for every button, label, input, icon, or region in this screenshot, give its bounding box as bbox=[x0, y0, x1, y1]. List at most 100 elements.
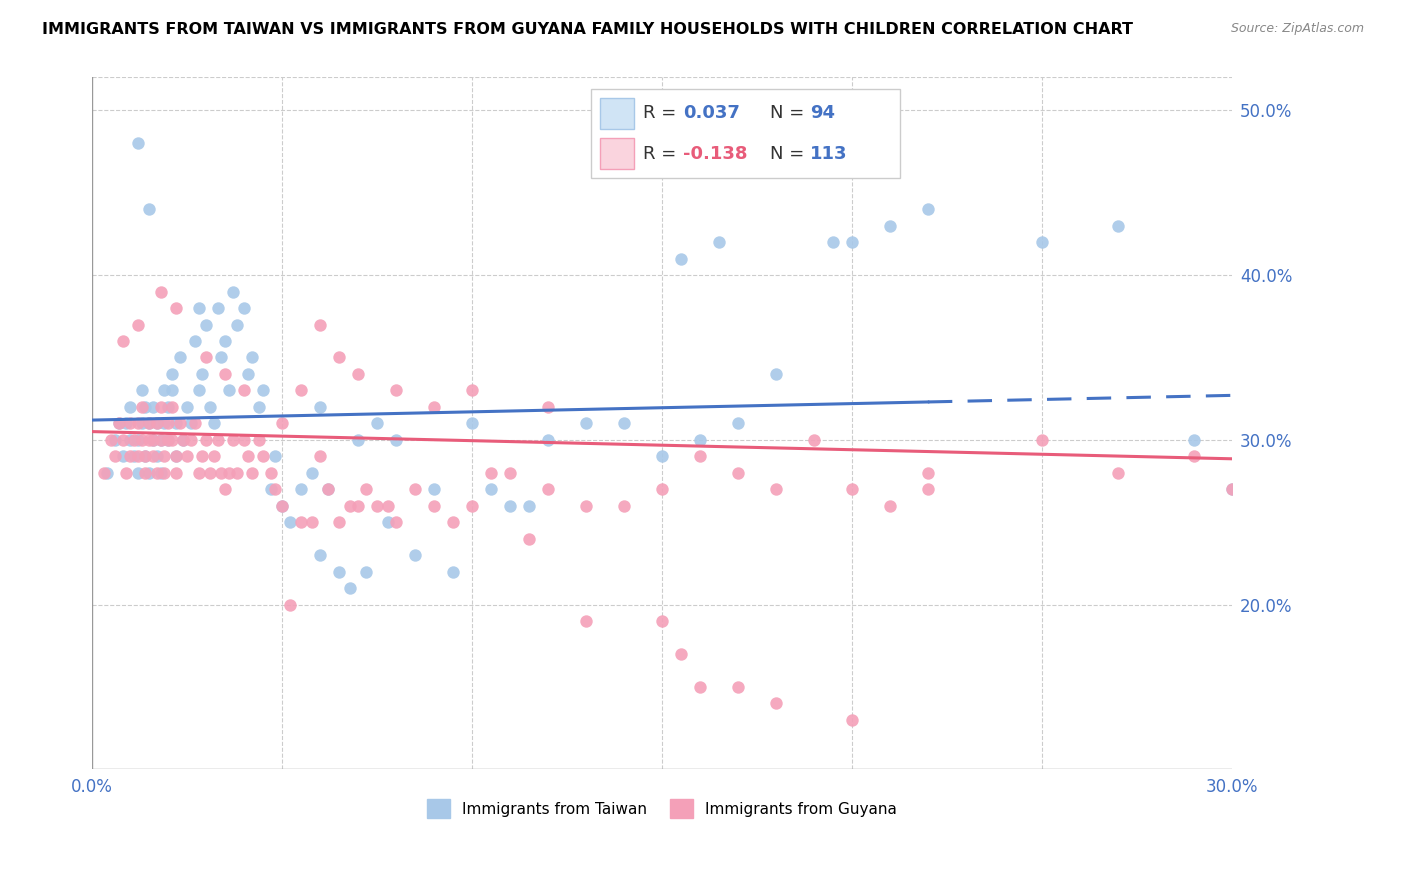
Point bbox=[1107, 219, 1129, 233]
Point bbox=[127, 136, 149, 151]
Point bbox=[537, 400, 560, 414]
Point bbox=[651, 450, 673, 464]
Point bbox=[1220, 483, 1243, 497]
Point bbox=[149, 433, 172, 447]
Point bbox=[328, 515, 350, 529]
Point bbox=[1031, 235, 1053, 249]
Point bbox=[172, 433, 194, 447]
Point bbox=[271, 499, 294, 513]
Point bbox=[225, 466, 247, 480]
Point bbox=[240, 351, 263, 365]
Point bbox=[138, 433, 160, 447]
Point bbox=[209, 351, 232, 365]
Point bbox=[165, 301, 187, 315]
FancyBboxPatch shape bbox=[591, 89, 900, 178]
Point bbox=[165, 417, 187, 431]
Point bbox=[134, 400, 156, 414]
Point bbox=[191, 450, 214, 464]
Point bbox=[366, 499, 388, 513]
Point bbox=[316, 483, 339, 497]
Point bbox=[184, 334, 207, 348]
Point bbox=[153, 450, 176, 464]
Point bbox=[180, 417, 202, 431]
Point bbox=[841, 713, 863, 727]
Point bbox=[214, 483, 236, 497]
Point bbox=[142, 400, 165, 414]
Point bbox=[96, 466, 118, 480]
Point bbox=[195, 351, 218, 365]
Point bbox=[233, 384, 256, 398]
Point bbox=[122, 450, 145, 464]
Point bbox=[727, 417, 749, 431]
Point bbox=[689, 450, 711, 464]
Point bbox=[120, 450, 142, 464]
Point bbox=[347, 499, 370, 513]
Point bbox=[879, 219, 901, 233]
Point bbox=[222, 285, 245, 299]
Point bbox=[669, 647, 692, 661]
Point bbox=[195, 318, 218, 332]
Point bbox=[613, 417, 636, 431]
Point bbox=[377, 499, 399, 513]
Point bbox=[1031, 433, 1053, 447]
Point bbox=[160, 433, 183, 447]
Point bbox=[145, 466, 167, 480]
Point bbox=[841, 483, 863, 497]
Point bbox=[138, 417, 160, 431]
Point bbox=[651, 614, 673, 628]
Point bbox=[613, 499, 636, 513]
Point bbox=[290, 515, 312, 529]
Point bbox=[111, 450, 134, 464]
Point bbox=[423, 400, 446, 414]
Point bbox=[165, 450, 187, 464]
Point bbox=[131, 417, 153, 431]
Point bbox=[689, 680, 711, 694]
Point bbox=[669, 252, 692, 266]
Point bbox=[385, 433, 408, 447]
Point bbox=[111, 334, 134, 348]
Point bbox=[198, 466, 221, 480]
Point bbox=[309, 450, 332, 464]
Point bbox=[461, 417, 484, 431]
Point bbox=[879, 499, 901, 513]
Point bbox=[575, 614, 598, 628]
Point bbox=[127, 466, 149, 480]
Point bbox=[127, 318, 149, 332]
Point bbox=[260, 483, 283, 497]
Point bbox=[1182, 450, 1205, 464]
Text: -0.138: -0.138 bbox=[683, 145, 748, 163]
FancyBboxPatch shape bbox=[600, 138, 634, 169]
Point bbox=[821, 235, 844, 249]
Point bbox=[461, 384, 484, 398]
Point bbox=[271, 417, 294, 431]
Point bbox=[131, 384, 153, 398]
Point bbox=[309, 400, 332, 414]
Point bbox=[803, 433, 825, 447]
Point bbox=[138, 417, 160, 431]
Point bbox=[917, 483, 939, 497]
Point bbox=[134, 450, 156, 464]
Point bbox=[145, 417, 167, 431]
Text: N =: N = bbox=[770, 104, 810, 122]
Point bbox=[145, 450, 167, 464]
Point bbox=[461, 499, 484, 513]
Point bbox=[240, 466, 263, 480]
Point bbox=[107, 417, 129, 431]
Point bbox=[214, 367, 236, 381]
Point bbox=[111, 433, 134, 447]
Point bbox=[191, 367, 214, 381]
Point bbox=[202, 450, 225, 464]
Point bbox=[207, 301, 229, 315]
Point bbox=[252, 384, 274, 398]
Point bbox=[339, 581, 361, 595]
Point bbox=[100, 433, 122, 447]
Point bbox=[120, 433, 142, 447]
Point bbox=[233, 301, 256, 315]
Point bbox=[290, 384, 312, 398]
Text: 0.037: 0.037 bbox=[683, 104, 740, 122]
Point bbox=[366, 417, 388, 431]
Point bbox=[157, 417, 180, 431]
Point bbox=[160, 400, 183, 414]
Point bbox=[479, 483, 502, 497]
Point bbox=[1220, 483, 1243, 497]
